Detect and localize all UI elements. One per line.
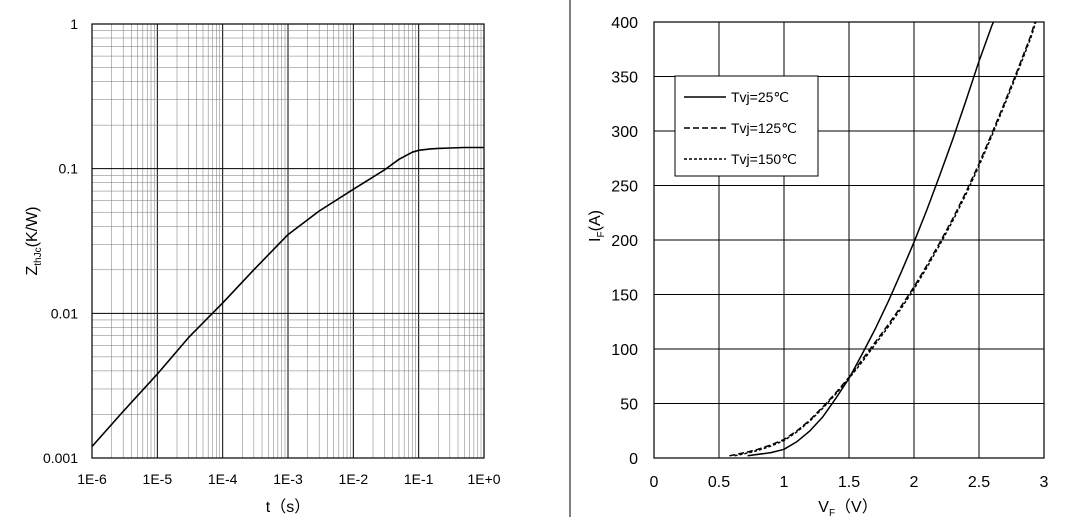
left-y-label-main: Z (24, 266, 41, 276)
right-y-tick: 150 (611, 288, 638, 305)
series-125c-curve (729, 22, 1036, 457)
left-y-axis-label: ZthJc(K/W) (24, 207, 44, 276)
right-x-axis-label: VF（V） (818, 498, 877, 517)
right-y-label-sub: F (596, 231, 607, 237)
left-plot-frame (91, 23, 485, 459)
right-x-tick-labels: 0 0.5 1 1.5 2 2.5 3 (650, 474, 1049, 491)
left-x-tick: 1E-1 (404, 471, 434, 487)
left-y-tick: 0.001 (43, 450, 78, 466)
right-x-label-sub: F (829, 508, 835, 517)
right-x-tick: 1 (780, 474, 789, 491)
right-y-tick: 250 (611, 179, 638, 196)
right-x-label-rest: （V） (835, 498, 878, 516)
left-x-tick: 1E-5 (143, 471, 173, 487)
left-x-tick: 1E-2 (339, 471, 369, 487)
left-x-tick: 1E-3 (273, 471, 303, 487)
right-y-tick: 350 (611, 70, 638, 87)
right-y-tick: 0 (629, 451, 638, 468)
legend-label-125c: Tvj=125℃ (731, 120, 797, 136)
right-y-tick: 100 (611, 342, 638, 359)
right-y-tick: 200 (611, 233, 638, 250)
right-y-label-main: I (587, 237, 604, 241)
left-x-tick: 1E-6 (77, 471, 107, 487)
right-x-tick: 3 (1040, 474, 1049, 491)
forward-characteristic-chart: 0 0.5 1 1.5 2 2.5 3 0 50 100 150 200 250 300 350 400 V… (587, 15, 1049, 517)
left-y-label-rest: (K/W) (24, 207, 41, 248)
right-x-tick: 2.5 (968, 474, 990, 491)
thermal-impedance-chart: 1E-6 1E-5 1E-4 1E-3 1E-2 1E-1 1E+0 0.0010.010.… (24, 16, 501, 516)
right-plot-frame (653, 21, 1045, 459)
legend: Tvj=25℃ Tvj=125℃ Tvj=150℃ (674, 75, 819, 177)
right-x-tick: 1.5 (838, 474, 860, 491)
right-y-tick: 300 (611, 124, 638, 141)
series-150c-curve (734, 22, 1037, 457)
left-y-tick: 1 (70, 16, 78, 32)
right-series (729, 22, 1037, 457)
right-x-tick: 2 (910, 474, 919, 491)
left-grid (91, 24, 484, 459)
left-x-axis-label: t（s） (266, 498, 310, 516)
right-y-tick: 50 (620, 397, 638, 414)
right-y-tick-labels: 0 50 100 150 200 250 300 350 400 (611, 15, 638, 468)
right-y-tick: 400 (611, 15, 638, 32)
left-y-tick-labels: 0.001 0.01 0.1 1 (43, 16, 78, 466)
left-series (91, 146, 484, 448)
right-y-axis-label: IF(A) (587, 210, 607, 242)
legend-label-150c: Tvj=150℃ (731, 151, 797, 167)
left-y-label-sub: thJc (33, 247, 44, 265)
left-y-tick: 0.01 (51, 305, 78, 321)
left-x-tick: 1E-4 (208, 471, 238, 487)
series-25c-curve (747, 22, 995, 457)
right-x-tick: 0 (650, 474, 659, 491)
legend-label-25c: Tvj=25℃ (731, 89, 789, 105)
zth-curve (91, 146, 484, 448)
right-x-tick: 0.5 (708, 474, 730, 491)
left-x-tick: 1E+0 (467, 471, 500, 487)
left-y-tick: 0.1 (59, 161, 79, 177)
legend-box (674, 75, 819, 177)
left-x-tick-labels: 1E-6 1E-5 1E-4 1E-3 1E-2 1E-1 1E+0 (77, 471, 501, 487)
right-y-label-rest: (A) (587, 210, 604, 231)
right-x-label-main: V (818, 499, 829, 516)
